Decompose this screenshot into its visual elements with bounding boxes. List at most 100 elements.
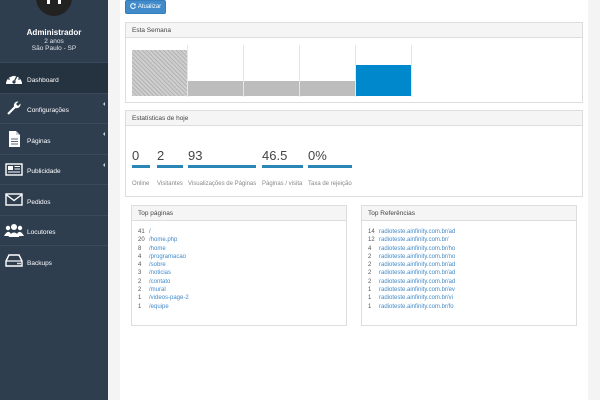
page-count: 1 — [138, 295, 142, 302]
stat-bar — [262, 165, 303, 168]
page-count: 1 — [138, 303, 142, 310]
avatar[interactable] — [36, 0, 72, 16]
list-item: 1/videos-page-2 — [138, 294, 346, 302]
page-count: 8 — [138, 245, 142, 252]
stat-value: 46.5 — [262, 148, 288, 163]
ref-link[interactable]: radioteste.ainfinity.com.br/ad — [379, 270, 456, 277]
list-item: 20/home.php — [138, 236, 346, 244]
list-item: 14 radioteste.ainfinity.com.br/ad — [368, 228, 576, 236]
list-item: 2 radioteste.ainfinity.com.br/ad — [368, 261, 576, 269]
list-item: 2/mural — [138, 286, 346, 294]
ref-link[interactable]: radioteste.ainfinity.com.br/ad — [379, 278, 456, 285]
wrench-icon — [4, 99, 24, 117]
stat-label: Online — [132, 181, 150, 187]
ref-link[interactable]: radioteste.ainfinity.com.br/ho — [379, 245, 456, 252]
ref-link[interactable]: radioteste.ainfinity.com.br/fo — [379, 303, 454, 310]
ref-link[interactable]: radioteste.ainfinity.com.br/vi — [379, 295, 453, 302]
ref-link[interactable]: radioteste.ainfinity.com.br/ev — [379, 287, 455, 294]
sidebar-item-label: Dashboard — [27, 76, 59, 84]
list-item: 3/noticias — [138, 269, 346, 277]
chart-column-divider — [355, 45, 356, 97]
page-count: 4 — [138, 262, 142, 269]
week-bar — [356, 65, 411, 96]
file-icon — [4, 130, 24, 148]
chevron-left-icon — [103, 132, 105, 136]
sidebar-item-paginas[interactable]: Páginas — [0, 123, 108, 154]
list-item: 2/contato — [138, 278, 346, 286]
list-item: 1 radioteste.ainfinity.com.br/fo — [368, 303, 576, 311]
sidebar-item-label: Backups — [27, 259, 52, 267]
sidebar-item-pedidos[interactable]: Pedidos — [0, 184, 108, 215]
sidebar-item-publicidade[interactable]: Publicidade — [0, 153, 108, 185]
list-item: 8/home — [138, 245, 346, 253]
sidebar-item-label: Locutores — [27, 229, 56, 237]
stat-visualizacoes: 93 — [188, 149, 256, 168]
list-item: 4 radioteste.ainfinity.com.br/ho — [368, 245, 576, 253]
top-pages-title: Top páginas — [132, 206, 346, 221]
list-item: 2 radioteste.ainfinity.com.br/no — [368, 253, 576, 261]
stat-paginas-visita: 46.5 — [262, 149, 303, 168]
week-bar — [300, 81, 355, 96]
sidebar-item-label: Configurações — [27, 107, 69, 115]
ref-link[interactable]: radioteste.ainfinity.com.br/ — [379, 237, 449, 244]
top-refs-title: Top Referências — [362, 206, 576, 221]
stat-label: Páginas / visita — [262, 181, 303, 187]
page-link[interactable]: /programacao — [149, 253, 187, 260]
page-link[interactable]: /home — [149, 245, 166, 252]
refresh-button[interactable]: Atualizar — [125, 0, 166, 14]
refresh-label: Atualizar — [137, 4, 162, 10]
profile-city: São Paulo - SP — [31, 45, 77, 52]
ref-count: 4 — [368, 245, 372, 252]
ref-link[interactable]: radioteste.ainfinity.com.br/ad — [379, 229, 456, 235]
chart-column-divider — [411, 45, 412, 97]
newspaper-icon — [4, 160, 24, 178]
users-icon — [4, 221, 24, 239]
sidebar-item-label: Pedidos — [27, 198, 51, 206]
ref-count: 2 — [368, 253, 372, 260]
list-item: 1/equipe — [138, 303, 346, 311]
page-link[interactable]: /noticias — [149, 270, 172, 277]
top-pages-panel: Top páginas 41/ 20/home.php 8/home 4/pro… — [131, 205, 347, 326]
list-item: 1 radioteste.ainfinity.com.br/vi — [368, 294, 576, 302]
page-count: 20 — [138, 237, 145, 244]
page-link[interactable]: /videos-page-2 — [149, 295, 189, 302]
page-link[interactable]: /sobre — [149, 262, 166, 269]
week-bar — [132, 50, 187, 96]
list-item: 4/sobre — [138, 261, 346, 269]
chart-column-divider — [187, 45, 188, 97]
sidebar-item-locutores[interactable]: Locutores — [0, 214, 108, 246]
stat-bar — [157, 165, 183, 168]
profile-block: Administrador 2 anos São Paulo - SP — [0, 0, 108, 62]
list-item: 41 / — [138, 228, 346, 236]
sidebar-item-backups[interactable]: Backups — [0, 245, 108, 276]
page-link[interactable]: /contato — [149, 278, 171, 285]
dashboard-icon — [4, 69, 24, 87]
ref-link[interactable]: radioteste.ainfinity.com.br/ad — [379, 262, 456, 269]
sidebar-item-configuracoes[interactable]: Configurações — [0, 92, 108, 124]
ref-count: 12 — [368, 237, 375, 244]
list-item: 12 radioteste.ainfinity.com.br/ — [368, 236, 576, 244]
chevron-left-icon — [103, 162, 105, 167]
ref-count: 14 — [368, 229, 375, 235]
ref-link[interactable]: radioteste.ainfinity.com.br/no — [379, 253, 456, 260]
top-refs-panel: Top Referências 14 radioteste.ainfinity.c… — [361, 205, 577, 326]
ref-count: 1 — [368, 287, 372, 294]
page-link[interactable]: / — [149, 229, 151, 235]
chevron-left-icon — [103, 101, 105, 106]
page-link[interactable]: /equipe — [149, 303, 169, 310]
page-link[interactable]: /home.php — [149, 237, 178, 244]
sidebar-item-label: Publicidade — [27, 168, 61, 176]
week-bar — [188, 81, 243, 96]
sidebar-item-dashboard[interactable]: Dashboard — [0, 62, 108, 93]
sidebar-menu: Dashboard Configurações Páginas Publicid… — [0, 62, 108, 276]
today-panel-title: Estatísticas de hoje — [126, 111, 582, 126]
profile-name: Administrador — [26, 28, 82, 37]
stat-visitantes: 2 — [157, 149, 183, 168]
chart-column-divider — [299, 45, 300, 97]
stat-label: Taxa de rejeição — [308, 181, 352, 187]
stat-online: 0 — [132, 149, 150, 168]
content-area: Atualizar Esta Semana Estatísticas de ho… — [120, 0, 588, 400]
page-link[interactable]: /mural — [149, 287, 166, 294]
week-chart — [132, 39, 578, 99]
ref-count: 2 — [368, 262, 372, 269]
